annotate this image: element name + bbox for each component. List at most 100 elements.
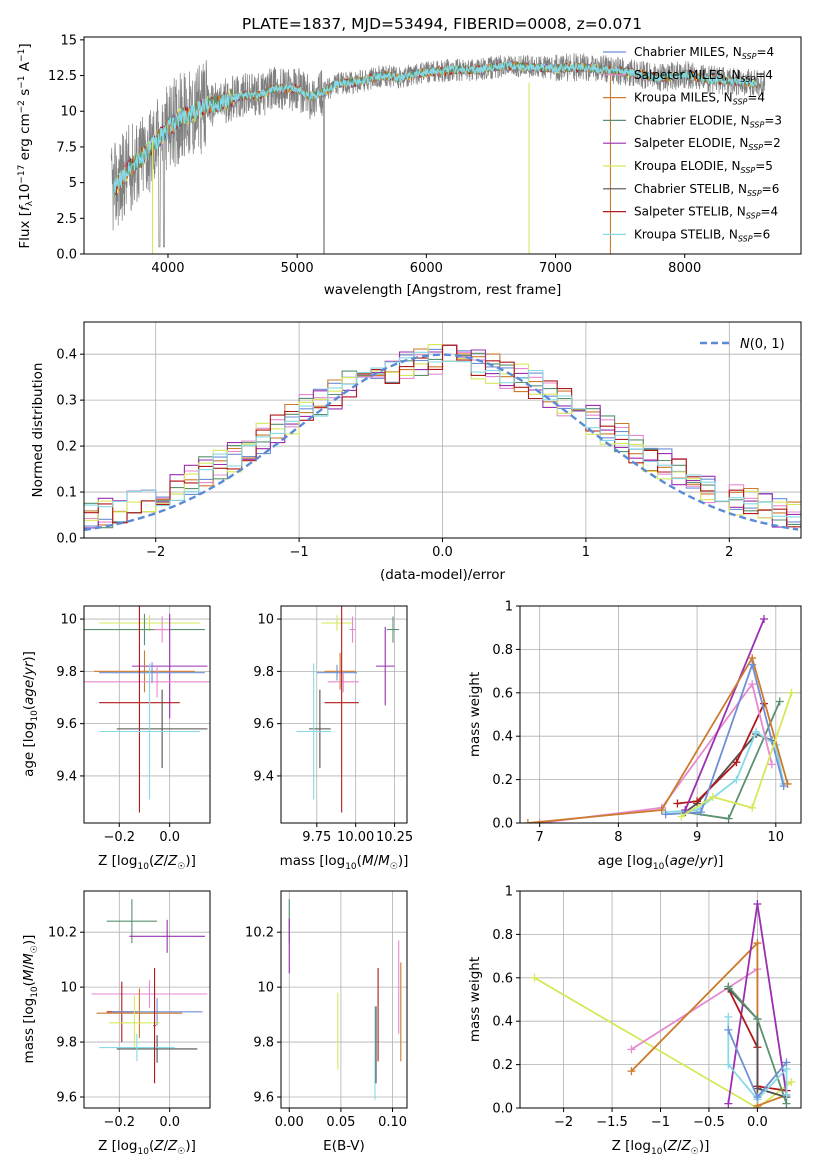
legend-entry: Kroupa STELIB, NSSP=6 bbox=[634, 227, 770, 243]
age-vs-Z-ylabel: age [log10(age/yr)] bbox=[21, 651, 40, 777]
legend-entry: Salpeter ELODIE, NSSP=2 bbox=[634, 136, 781, 152]
x-tick-label: 2 bbox=[725, 545, 733, 560]
y-tick-label: 0.4 bbox=[56, 348, 77, 363]
y-tick-label: 0.6 bbox=[492, 971, 513, 986]
weight-line-kroupa_elodie bbox=[534, 977, 792, 1108]
weight-marker bbox=[673, 799, 682, 808]
x-tick-label: −2 bbox=[146, 545, 165, 560]
weight-marker bbox=[753, 1084, 762, 1093]
x-tick-label: −2 bbox=[554, 1115, 573, 1130]
spectrum-panel: 4000 5000 6000 7000 8000 0.0 2.5 5 7.5 10 12.5 15 wa… bbox=[17, 33, 802, 298]
x-tick-label: 0.00 bbox=[275, 1115, 304, 1130]
age-vs-Z-panel: −0.2 0.0 9.4 9.6 9.8 10 Z [log10(Z/Z☉)] age [lo… bbox=[21, 605, 211, 872]
x-tick-label: 10 bbox=[768, 830, 785, 845]
error-bar-salpeter_miles bbox=[349, 616, 356, 643]
massweight-vs-Z-ylabel: mass weight bbox=[467, 957, 483, 1042]
weight-marker bbox=[677, 812, 686, 821]
weight-marker bbox=[627, 1045, 636, 1054]
model-spectrum-kroupa_stelib bbox=[113, 60, 758, 198]
y-tick-label: 0.2 bbox=[492, 1058, 513, 1073]
error-bar-kroupa_miles bbox=[324, 653, 356, 690]
age-vs-Z-xlabel: Z [log10(Z/Z☉)] bbox=[98, 853, 196, 872]
weight-marker bbox=[782, 1090, 791, 1099]
spectrum-xlabel: wavelength [Angstrom, rest frame] bbox=[324, 282, 562, 298]
x-tick-label: 0.0 bbox=[747, 1115, 768, 1130]
x-tick-label: 9 bbox=[693, 830, 701, 845]
error-bar-chabrier_stelib bbox=[116, 689, 208, 769]
weight-marker bbox=[657, 805, 666, 814]
weight-marker bbox=[724, 1060, 733, 1069]
y-tick-label: 0.0 bbox=[492, 1102, 513, 1117]
legend-entry: N(0, 1) bbox=[740, 337, 785, 352]
error-bar-chabrier_stelib bbox=[116, 1035, 198, 1063]
x-tick-label: 10.25 bbox=[376, 830, 413, 845]
residuals-plot-area bbox=[84, 344, 801, 532]
x-tick-label: 4000 bbox=[151, 261, 184, 276]
massweight-vs-age-panel: 7 8 9 10 0.0 0.2 0.4 0.6 0.8 1 age [log10(age/yr)]… bbox=[467, 600, 802, 872]
legend-entry: Kroupa MILES, NSSP=4 bbox=[634, 91, 765, 107]
y-tick-label: 0.0 bbox=[56, 248, 77, 263]
x-tick-label: 6000 bbox=[410, 261, 443, 276]
normal-curve bbox=[84, 353, 799, 532]
y-tick-label: 9.6 bbox=[253, 1091, 274, 1106]
error-bar-kroupa_stelib bbox=[296, 663, 331, 800]
weight-marker bbox=[708, 792, 717, 801]
mass-vs-ebv-xlabel: E(B-V) bbox=[323, 1138, 365, 1154]
weight-marker bbox=[724, 982, 733, 991]
error-bar-salpeter_miles bbox=[327, 671, 359, 693]
x-tick-label: 0.10 bbox=[378, 1115, 407, 1130]
weight-marker bbox=[753, 900, 762, 909]
weight-marker bbox=[724, 1099, 733, 1108]
weight-marker bbox=[661, 810, 670, 819]
weight-marker bbox=[787, 688, 796, 697]
x-tick-label: 7000 bbox=[539, 261, 572, 276]
weight-marker bbox=[753, 939, 762, 948]
massweight-vs-age-plot-area bbox=[523, 615, 796, 823]
error-bar-chabrier_miles bbox=[99, 662, 205, 684]
y-tick-label: 9.6 bbox=[253, 717, 274, 732]
error-bar-kroupa_elodie bbox=[321, 615, 353, 631]
error-bar-kroupa_stelib bbox=[99, 1033, 175, 1062]
legend-entry: Salpeter STELIB, NSSP=4 bbox=[634, 205, 778, 221]
y-tick-label: 10 bbox=[60, 105, 77, 120]
y-tick-label: 0.8 bbox=[492, 643, 513, 658]
weight-marker bbox=[693, 797, 702, 806]
weight-marker bbox=[767, 760, 776, 769]
legend-entry: Chabrier MILES, NSSP=4 bbox=[634, 45, 774, 61]
weight-marker bbox=[753, 1093, 762, 1102]
weight-marker bbox=[775, 697, 784, 706]
spectrum-ylabel: Flux [fλ10−17 erg cm−2 s−1 A−1] bbox=[17, 43, 35, 248]
weight-line-salpeter_elodie bbox=[684, 618, 765, 811]
error-bar-salpeter_stelib bbox=[324, 606, 359, 813]
error-bar-salpeter_miles bbox=[91, 980, 208, 1008]
y-tick-label: 9.8 bbox=[56, 1036, 77, 1051]
legend-entry: Salpeter MILES, NSSP=4 bbox=[634, 68, 773, 84]
weight-marker bbox=[748, 660, 757, 669]
weight-marker bbox=[748, 803, 757, 812]
axes-frame bbox=[83, 890, 211, 1109]
y-tick-label: 9.8 bbox=[253, 1036, 274, 1051]
y-tick-label: 9.8 bbox=[56, 665, 77, 680]
x-tick-label: −1 bbox=[651, 1115, 670, 1130]
mass-vs-Z-plot-area bbox=[91, 899, 208, 1084]
weight-marker bbox=[697, 808, 706, 817]
y-tick-label: 5 bbox=[69, 176, 77, 191]
massweight-vs-Z-plot-area bbox=[530, 900, 796, 1108]
mass-vs-Z-xlabel: Z [log10(Z/Z☉)] bbox=[98, 1138, 196, 1157]
error-bar-salpeter_miles bbox=[154, 616, 170, 643]
weight-marker bbox=[732, 758, 741, 767]
residual-histogram-kroupa_stelib bbox=[84, 351, 801, 518]
weight-marker bbox=[523, 819, 532, 823]
error-bar-kroupa_stelib bbox=[99, 663, 200, 800]
x-tick-label: 9.75 bbox=[302, 830, 331, 845]
y-tick-label: 9.6 bbox=[56, 1091, 77, 1106]
residuals-xlabel: (data-model)/error bbox=[380, 567, 506, 583]
residuals-ylabel: Normed distribution bbox=[30, 363, 46, 498]
x-tick-label: 0.05 bbox=[326, 1115, 355, 1130]
weight-marker bbox=[782, 1099, 791, 1108]
weight-marker bbox=[724, 1025, 733, 1034]
x-tick-label: −0.2 bbox=[103, 1115, 135, 1130]
error-bar-salpeter_elodie bbox=[375, 626, 395, 706]
y-tick-label: 1 bbox=[505, 885, 513, 900]
y-tick-label: 0.2 bbox=[56, 440, 77, 455]
